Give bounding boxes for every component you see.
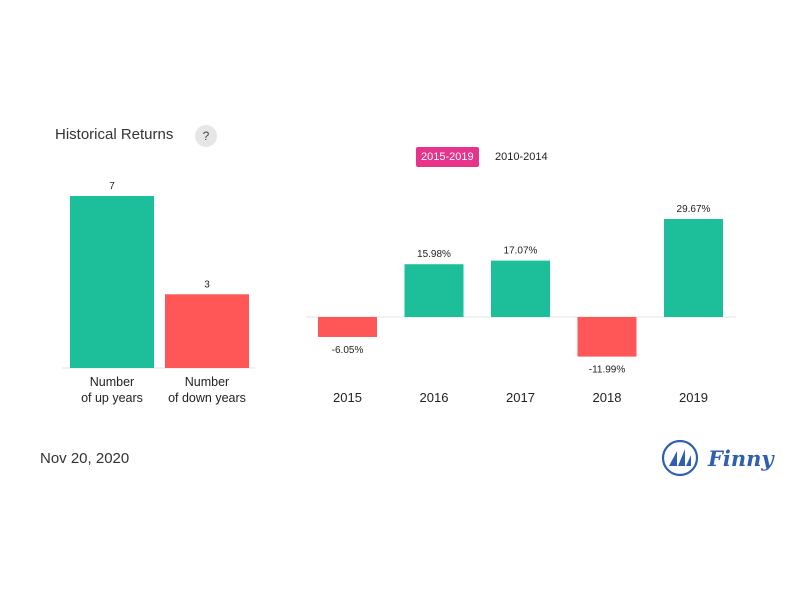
chart-title: Historical Returns bbox=[55, 126, 174, 143]
return-value-label: 15.98% bbox=[417, 249, 451, 260]
return-bar-2018 bbox=[577, 317, 637, 357]
category-label: of down years bbox=[168, 391, 246, 405]
year-tick-label: 2019 bbox=[679, 390, 708, 405]
return-bar-2017 bbox=[491, 260, 550, 317]
brand-name: Finny bbox=[708, 446, 774, 471]
category-label: of up years bbox=[81, 391, 143, 405]
return-bar-2016 bbox=[404, 264, 464, 317]
down-years-bar bbox=[165, 294, 249, 368]
return-value-label: 17.07% bbox=[504, 246, 538, 257]
bar-value-label: 7 bbox=[109, 181, 115, 192]
tab-2010-2014[interactable]: 2010-2014 bbox=[495, 151, 548, 163]
return-bar-2015 bbox=[318, 317, 377, 337]
year-tick-label: 2017 bbox=[506, 390, 535, 405]
return-bar-2019 bbox=[664, 219, 723, 317]
finny-logo-icon bbox=[661, 439, 699, 477]
year-tick-label: 2016 bbox=[420, 390, 449, 405]
bar-value-label: 3 bbox=[204, 279, 210, 290]
return-value-label: -6.05% bbox=[332, 345, 364, 356]
tab-2015-2019[interactable]: 2015-2019 bbox=[416, 147, 479, 167]
year-tick-label: 2015 bbox=[333, 390, 362, 405]
category-label: Number bbox=[90, 375, 134, 389]
as-of-date: Nov 20, 2020 bbox=[40, 450, 130, 467]
category-label: Number bbox=[185, 375, 229, 389]
up-years-bar bbox=[70, 196, 154, 368]
return-value-label: 29.67% bbox=[677, 204, 711, 215]
help-button[interactable]: ? bbox=[195, 125, 217, 147]
return-value-label: -11.99% bbox=[589, 365, 626, 376]
year-tick-label: 2018 bbox=[593, 390, 622, 405]
